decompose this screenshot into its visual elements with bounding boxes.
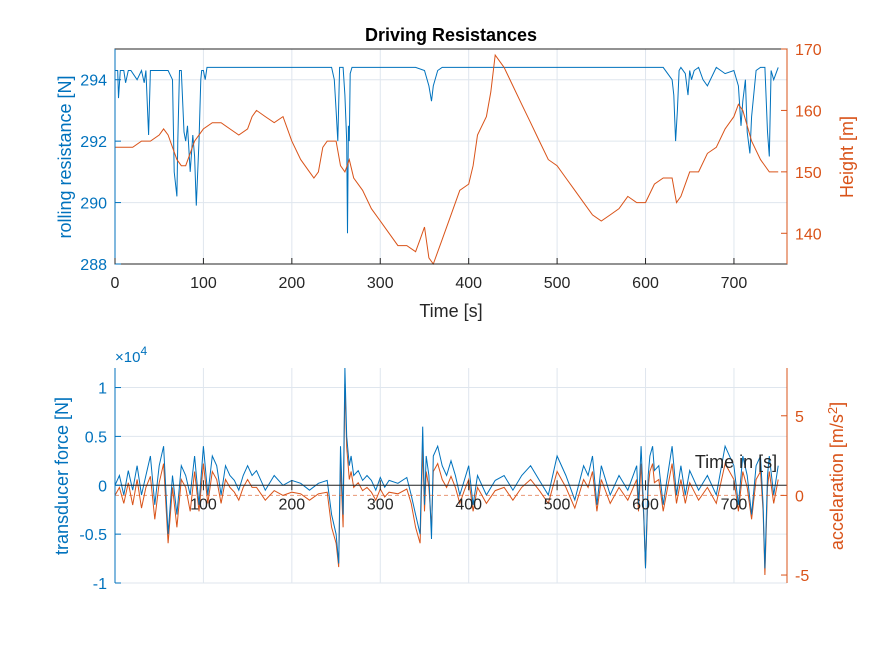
top-left-tick-label: 294: [80, 73, 107, 90]
bottom-series-line-right: [114, 383, 779, 576]
bottom-x-tick-label: 700: [721, 496, 748, 513]
top-x-tick-label: 300: [367, 275, 394, 292]
bottom-right-axis-label: accelaration [m/s2]: [825, 402, 847, 550]
bottom-exponent-label: ×104: [115, 344, 147, 366]
bottom-left-tick-label: -1: [93, 576, 107, 593]
top-left-tick-label: 290: [80, 196, 107, 213]
top-x-tick-label: 700: [721, 275, 748, 292]
top-right-ticks: 140 150 160 170: [781, 42, 822, 264]
bottom-axes-lines: [114, 368, 788, 583]
bottom-right-tick-label: 5: [795, 409, 804, 426]
top-x-tick-label: 400: [455, 275, 482, 292]
bottom-left-tick-label: 1: [98, 381, 107, 398]
bottom-right-tick-label: -5: [795, 568, 809, 585]
top-right-tick-label: 160: [795, 103, 822, 120]
top-x-tick-label: 100: [190, 275, 217, 292]
top-series-line-left: [115, 66, 779, 234]
top-x-tick-label: 600: [632, 275, 659, 292]
top-right-tick-label: 140: [795, 226, 822, 243]
bottom-x-ticks: 100 200 300 400 500 600 700: [190, 480, 747, 513]
top-right-tick-label: 150: [795, 165, 822, 182]
top-x-axis-label: Time [s]: [419, 301, 482, 321]
top-series-line-right: [115, 53, 779, 266]
bottom-x-tick-label: 100: [190, 496, 217, 513]
bottom-left-ticks: -1 -0.5 0 0.5 1: [79, 381, 121, 593]
top-left-tick-label: 288: [80, 257, 107, 274]
bottom-left-tick-label: 0: [98, 478, 107, 495]
bottom-x-tick-label: 500: [544, 496, 571, 513]
bottom-x-tick-label: 600: [632, 496, 659, 513]
top-x-tick-label: 500: [544, 275, 571, 292]
bottom-left-tick-label: -0.5: [79, 527, 107, 544]
top-left-ticks: 288 290 292 294: [80, 49, 121, 274]
bottom-left-tick-label: 0.5: [85, 429, 107, 446]
bottom-right-tick-label: 0: [795, 488, 804, 505]
top-x-ticks: 0 100 200 300 400 500 600 700: [111, 258, 748, 292]
top-left-axis-label: rolling resistance [N]: [55, 75, 75, 238]
top-left-tick-label: 292: [80, 134, 107, 151]
chart-title: Driving Resistances: [365, 25, 537, 45]
bottom-x-tick-label: 200: [278, 496, 305, 513]
top-right-axis-label: Height [m]: [837, 116, 857, 198]
top-chart: 288 290 292 294 140 150 160 170 0 100 200 300 400 5…: [55, 25, 857, 321]
bottom-x-tick-label: 300: [367, 496, 394, 513]
bottom-chart: -1 -0.5 0 0.5 1 -5 0 5 100 200 300 400 500 600 700 ×…: [52, 344, 847, 593]
top-x-tick-label: 200: [278, 275, 305, 292]
bottom-series-line-left: [114, 367, 779, 569]
top-x-tick-label: 0: [111, 275, 120, 292]
bottom-right-ticks: -5 0 5: [781, 409, 809, 585]
top-series-group: [115, 53, 779, 266]
top-right-tick-label: 170: [795, 42, 822, 59]
bottom-left-axis-label: transducer force [N]: [52, 397, 72, 555]
bottom-x-axis-label: Time in [s]: [695, 452, 777, 472]
bottom-series-group: [114, 367, 779, 576]
bottom-x-tick-label: 400: [455, 496, 482, 513]
